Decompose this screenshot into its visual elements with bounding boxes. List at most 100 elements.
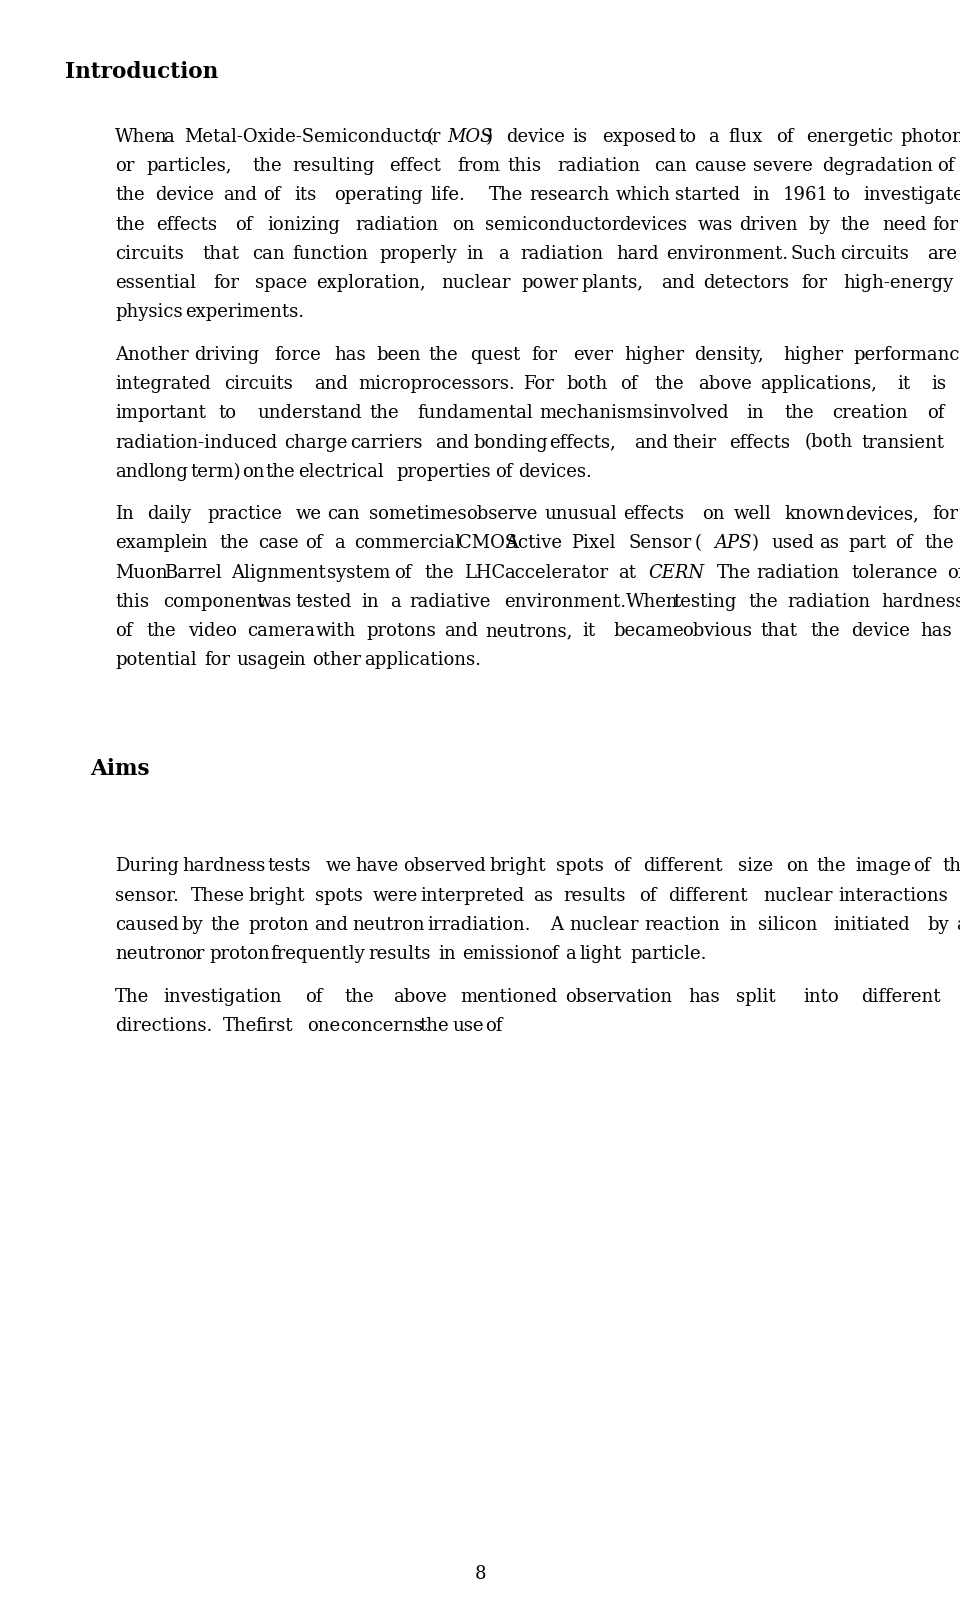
Text: of: of <box>494 462 512 480</box>
Text: of: of <box>541 946 559 963</box>
Text: semiconductor: semiconductor <box>485 216 620 234</box>
Text: from: from <box>458 157 501 174</box>
Text: its: its <box>295 186 317 205</box>
Text: The: The <box>115 987 150 1005</box>
Text: testing: testing <box>673 594 736 611</box>
Text: component: component <box>163 594 264 611</box>
Text: obvious: obvious <box>683 622 753 640</box>
Text: function: function <box>293 245 369 262</box>
Text: with: with <box>316 622 356 640</box>
Text: the: the <box>749 594 779 611</box>
Text: devices,: devices, <box>845 506 919 523</box>
Text: have: have <box>355 858 398 875</box>
Text: When: When <box>626 594 679 611</box>
Text: in: in <box>438 946 456 963</box>
Text: fundamental: fundamental <box>418 405 533 422</box>
Text: spots: spots <box>315 886 363 904</box>
Text: high-energy: high-energy <box>843 274 953 293</box>
Text: radiation: radiation <box>557 157 640 174</box>
Text: ): ) <box>752 534 758 552</box>
Text: accelerator: accelerator <box>504 563 608 582</box>
Text: system: system <box>326 563 390 582</box>
Text: is: is <box>932 374 947 394</box>
Text: driving: driving <box>195 346 260 363</box>
Text: devices.: devices. <box>518 462 592 480</box>
Text: radiation: radiation <box>787 594 870 611</box>
Text: density,: density, <box>694 346 764 363</box>
Text: the: the <box>115 186 145 205</box>
Text: Metal-Oxide-Semiconductor: Metal-Oxide-Semiconductor <box>183 128 440 146</box>
Text: spots: spots <box>556 858 604 875</box>
Text: for: for <box>932 216 958 234</box>
Text: Pixel: Pixel <box>571 534 616 552</box>
Text: the: the <box>345 987 374 1005</box>
Text: investigate: investigate <box>863 186 960 205</box>
Text: tolerance: tolerance <box>852 563 938 582</box>
Text: creation: creation <box>832 405 908 422</box>
Text: used: used <box>772 534 814 552</box>
Text: is: is <box>572 128 588 146</box>
Text: power: power <box>521 274 578 293</box>
Text: exploration,: exploration, <box>316 274 425 293</box>
Text: known: known <box>784 506 845 523</box>
Text: higher: higher <box>624 346 684 363</box>
Text: In: In <box>115 506 134 523</box>
Text: of: of <box>639 886 657 904</box>
Text: in: in <box>730 915 747 934</box>
Text: effect: effect <box>389 157 441 174</box>
Text: a: a <box>498 245 509 262</box>
Text: the: the <box>252 157 281 174</box>
Text: For: For <box>523 374 554 394</box>
Text: a: a <box>708 128 718 146</box>
Text: of: of <box>937 157 954 174</box>
Text: essential: essential <box>115 274 196 293</box>
Text: exposed: exposed <box>602 128 676 146</box>
Text: one: one <box>307 1018 340 1035</box>
Text: Muon: Muon <box>115 563 168 582</box>
Text: During: During <box>115 858 180 875</box>
Text: use: use <box>452 1018 484 1035</box>
Text: or: or <box>115 157 134 174</box>
Text: the: the <box>655 374 684 394</box>
Text: can: can <box>252 245 285 262</box>
Text: (: ( <box>427 128 434 146</box>
Text: of: of <box>620 374 637 394</box>
Text: bright: bright <box>489 858 545 875</box>
Text: of: of <box>896 534 913 552</box>
Text: bright: bright <box>249 886 305 904</box>
Text: were: were <box>372 886 418 904</box>
Text: LHC: LHC <box>464 563 505 582</box>
Text: Another: Another <box>115 346 189 363</box>
Text: to: to <box>219 405 237 422</box>
Text: energetic: energetic <box>805 128 893 146</box>
Text: radiation: radiation <box>520 245 603 262</box>
Text: These: These <box>191 886 245 904</box>
Text: of: of <box>913 858 930 875</box>
Text: Aims: Aims <box>90 758 150 781</box>
Text: and: and <box>435 434 468 451</box>
Text: term): term) <box>190 462 241 480</box>
Text: that: that <box>203 245 239 262</box>
Text: CERN: CERN <box>648 563 704 582</box>
Text: severe: severe <box>754 157 813 174</box>
Text: different: different <box>643 858 723 875</box>
Text: frequently: frequently <box>270 946 365 963</box>
Text: of: of <box>947 563 960 582</box>
Text: quest: quest <box>470 346 520 363</box>
Text: emission: emission <box>462 946 542 963</box>
Text: for: for <box>531 346 557 363</box>
Text: tests: tests <box>268 858 311 875</box>
Text: photons: photons <box>900 128 960 146</box>
Text: and: and <box>660 274 695 293</box>
Text: has: has <box>334 346 366 363</box>
Text: proton: proton <box>249 915 309 934</box>
Text: potential: potential <box>115 651 197 669</box>
Text: hardness: hardness <box>881 594 960 611</box>
Text: it: it <box>582 622 595 640</box>
Text: on: on <box>242 462 264 480</box>
Text: concerns: concerns <box>340 1018 422 1035</box>
Text: to: to <box>832 186 851 205</box>
Text: by: by <box>927 915 949 934</box>
Text: both: both <box>566 374 608 394</box>
Text: integrated: integrated <box>115 374 211 394</box>
